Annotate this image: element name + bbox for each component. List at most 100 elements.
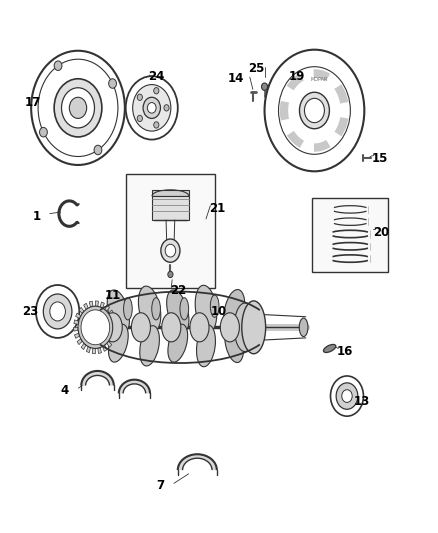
- Circle shape: [143, 98, 160, 118]
- Polygon shape: [109, 310, 113, 316]
- Polygon shape: [81, 371, 114, 385]
- Text: 11: 11: [105, 289, 121, 302]
- Circle shape: [94, 145, 102, 155]
- Circle shape: [69, 98, 87, 118]
- Text: 20: 20: [374, 225, 390, 239]
- Circle shape: [54, 79, 102, 137]
- Ellipse shape: [152, 298, 160, 320]
- Ellipse shape: [140, 326, 159, 366]
- Polygon shape: [76, 313, 81, 319]
- Circle shape: [261, 83, 268, 91]
- Text: 24: 24: [148, 70, 164, 83]
- Circle shape: [165, 244, 176, 257]
- Circle shape: [109, 79, 117, 88]
- Polygon shape: [112, 330, 117, 335]
- Ellipse shape: [210, 295, 219, 317]
- Text: 14: 14: [228, 72, 244, 85]
- Polygon shape: [105, 305, 110, 311]
- Circle shape: [300, 92, 329, 129]
- Polygon shape: [79, 308, 84, 313]
- Ellipse shape: [220, 313, 240, 342]
- Circle shape: [154, 87, 159, 94]
- Circle shape: [148, 102, 156, 113]
- Ellipse shape: [103, 313, 122, 342]
- Text: 15: 15: [371, 151, 388, 165]
- Circle shape: [61, 88, 95, 128]
- Ellipse shape: [197, 325, 215, 367]
- Ellipse shape: [180, 298, 189, 320]
- Circle shape: [137, 115, 142, 122]
- Ellipse shape: [168, 324, 187, 362]
- Text: 4: 4: [61, 384, 69, 397]
- Circle shape: [126, 76, 178, 140]
- Polygon shape: [102, 345, 107, 351]
- Circle shape: [54, 61, 62, 70]
- Text: 19: 19: [289, 70, 305, 83]
- Ellipse shape: [124, 298, 132, 320]
- Polygon shape: [84, 303, 88, 310]
- Circle shape: [36, 285, 79, 338]
- Text: 10: 10: [211, 305, 227, 318]
- Bar: [152, 190, 189, 196]
- Polygon shape: [113, 324, 117, 327]
- Ellipse shape: [107, 290, 130, 333]
- Ellipse shape: [195, 285, 217, 333]
- Circle shape: [39, 127, 47, 137]
- Circle shape: [304, 98, 325, 123]
- Polygon shape: [74, 327, 78, 331]
- Circle shape: [154, 122, 159, 128]
- Text: MOPAR: MOPAR: [310, 77, 328, 83]
- Circle shape: [31, 51, 125, 165]
- Polygon shape: [119, 379, 150, 393]
- Circle shape: [81, 310, 110, 345]
- Text: 13: 13: [354, 395, 370, 408]
- Circle shape: [133, 85, 171, 131]
- Circle shape: [331, 376, 364, 416]
- Polygon shape: [74, 320, 79, 324]
- Circle shape: [168, 271, 173, 278]
- Circle shape: [50, 302, 65, 321]
- Circle shape: [137, 94, 142, 100]
- Circle shape: [78, 306, 113, 349]
- Circle shape: [265, 50, 364, 171]
- Circle shape: [342, 390, 352, 402]
- Bar: [312, 198, 388, 272]
- Polygon shape: [95, 301, 99, 306]
- Bar: [126, 174, 215, 288]
- Circle shape: [336, 383, 358, 409]
- Ellipse shape: [299, 318, 308, 336]
- Polygon shape: [100, 302, 104, 308]
- Bar: [152, 196, 189, 220]
- Circle shape: [161, 239, 180, 262]
- Text: 16: 16: [337, 345, 353, 358]
- Ellipse shape: [138, 286, 161, 332]
- Ellipse shape: [109, 324, 128, 362]
- Polygon shape: [178, 454, 217, 470]
- Polygon shape: [77, 339, 82, 345]
- Polygon shape: [110, 336, 115, 342]
- Polygon shape: [74, 333, 80, 338]
- Polygon shape: [81, 343, 86, 350]
- Text: 22: 22: [170, 284, 186, 297]
- Text: 17: 17: [25, 96, 41, 109]
- Ellipse shape: [131, 313, 151, 342]
- Polygon shape: [89, 301, 93, 307]
- Circle shape: [43, 294, 72, 329]
- Polygon shape: [92, 348, 95, 354]
- Ellipse shape: [162, 313, 181, 342]
- Polygon shape: [107, 341, 112, 348]
- Text: 25: 25: [247, 62, 264, 75]
- Polygon shape: [111, 316, 116, 321]
- Ellipse shape: [224, 289, 245, 333]
- Ellipse shape: [190, 313, 209, 342]
- Ellipse shape: [166, 290, 189, 333]
- Circle shape: [164, 104, 169, 111]
- Ellipse shape: [234, 303, 256, 352]
- Polygon shape: [86, 346, 91, 353]
- Ellipse shape: [242, 301, 265, 354]
- Ellipse shape: [225, 324, 244, 362]
- Text: 23: 23: [22, 305, 39, 318]
- Text: 21: 21: [208, 202, 225, 215]
- Polygon shape: [98, 348, 102, 353]
- Ellipse shape: [323, 344, 336, 352]
